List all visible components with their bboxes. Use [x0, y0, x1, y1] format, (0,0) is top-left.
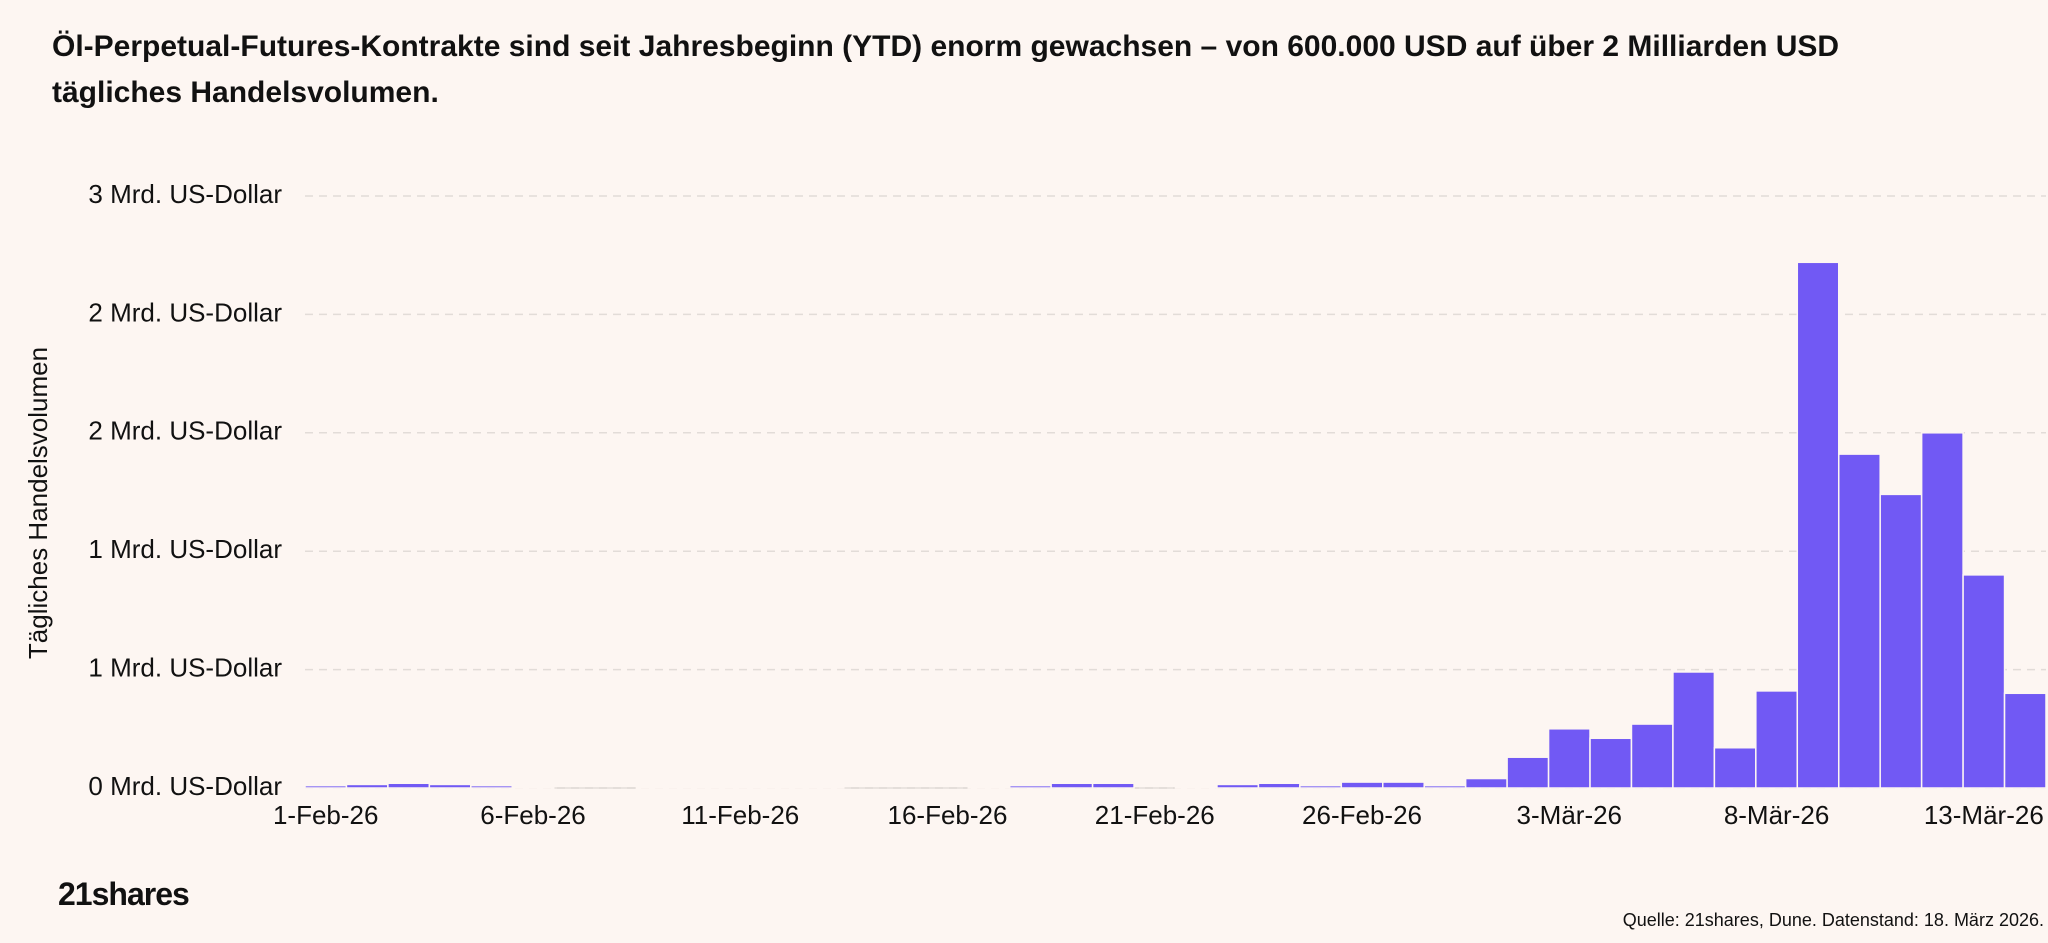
- x-tick-label: 8-Mär-26: [1724, 800, 1829, 830]
- bar: [1672, 671, 1716, 789]
- bar: [1837, 453, 1881, 789]
- y-tick-label: 3 Mrd. US-Dollar: [88, 179, 282, 209]
- bar: [1713, 746, 1757, 789]
- bar: [345, 783, 389, 789]
- bar: [1796, 261, 1840, 789]
- bar: [511, 786, 555, 789]
- bar: [1091, 782, 1135, 789]
- bar: [1423, 784, 1467, 789]
- logo: 21shares: [58, 876, 190, 912]
- bar: [1506, 756, 1550, 789]
- y-axis-label: Tägliches Handelsvolumen: [23, 347, 53, 659]
- chart-title: Öl-Perpetual-Futures-Kontrakte sind seit…: [52, 30, 1840, 109]
- x-tick-label: 3-Mär-26: [1517, 800, 1622, 830]
- bar: [387, 782, 431, 789]
- bar: [718, 786, 762, 789]
- bar: [635, 786, 679, 789]
- y-tick-label: 0 Mrd. US-Dollar: [88, 771, 282, 801]
- x-tick-label: 11-Feb-26: [681, 800, 799, 830]
- bar: [677, 786, 721, 789]
- x-tick-label: 1-Feb-26: [273, 800, 379, 830]
- bar: [1962, 574, 2006, 789]
- bar: [801, 786, 845, 789]
- bar: [1589, 737, 1633, 789]
- bar: [1257, 782, 1301, 789]
- bar: [428, 783, 472, 789]
- bar: [470, 784, 514, 789]
- bar: [1755, 690, 1799, 789]
- bar: [760, 786, 804, 789]
- bar: [1382, 781, 1425, 789]
- y-tick-label: 1 Mrd. US-Dollar: [88, 652, 282, 682]
- x-tick-label: 26-Feb-26: [1302, 800, 1422, 830]
- bar: [967, 786, 1011, 789]
- bar: [1340, 781, 1384, 789]
- bar: [1299, 784, 1343, 789]
- bar: [1630, 723, 1674, 789]
- bar: [1216, 783, 1260, 789]
- bar: [1547, 728, 1591, 789]
- source-note: Quelle: 21shares, Dune. Datenstand: 18. …: [1622, 910, 2044, 930]
- bar: [1008, 784, 1052, 789]
- bar: [1174, 786, 1218, 789]
- bar: [1879, 493, 1923, 789]
- bar: [1920, 432, 1964, 789]
- y-tick-label: 1 Mrd. US-Dollar: [88, 534, 282, 564]
- bar: [304, 784, 348, 789]
- x-tick-label: 13-Mär-26: [1924, 800, 2044, 830]
- y-tick-label: 2 Mrd. US-Dollar: [88, 416, 282, 446]
- x-tick-label: 21-Feb-26: [1095, 800, 1215, 830]
- x-tick-label: 16-Feb-26: [888, 800, 1008, 830]
- bar: [2003, 692, 2047, 789]
- bar: [1050, 782, 1094, 789]
- y-tick-label: 2 Mrd. US-Dollar: [88, 297, 282, 327]
- x-tick-label: 6-Feb-26: [480, 800, 586, 830]
- bar: [1464, 777, 1508, 789]
